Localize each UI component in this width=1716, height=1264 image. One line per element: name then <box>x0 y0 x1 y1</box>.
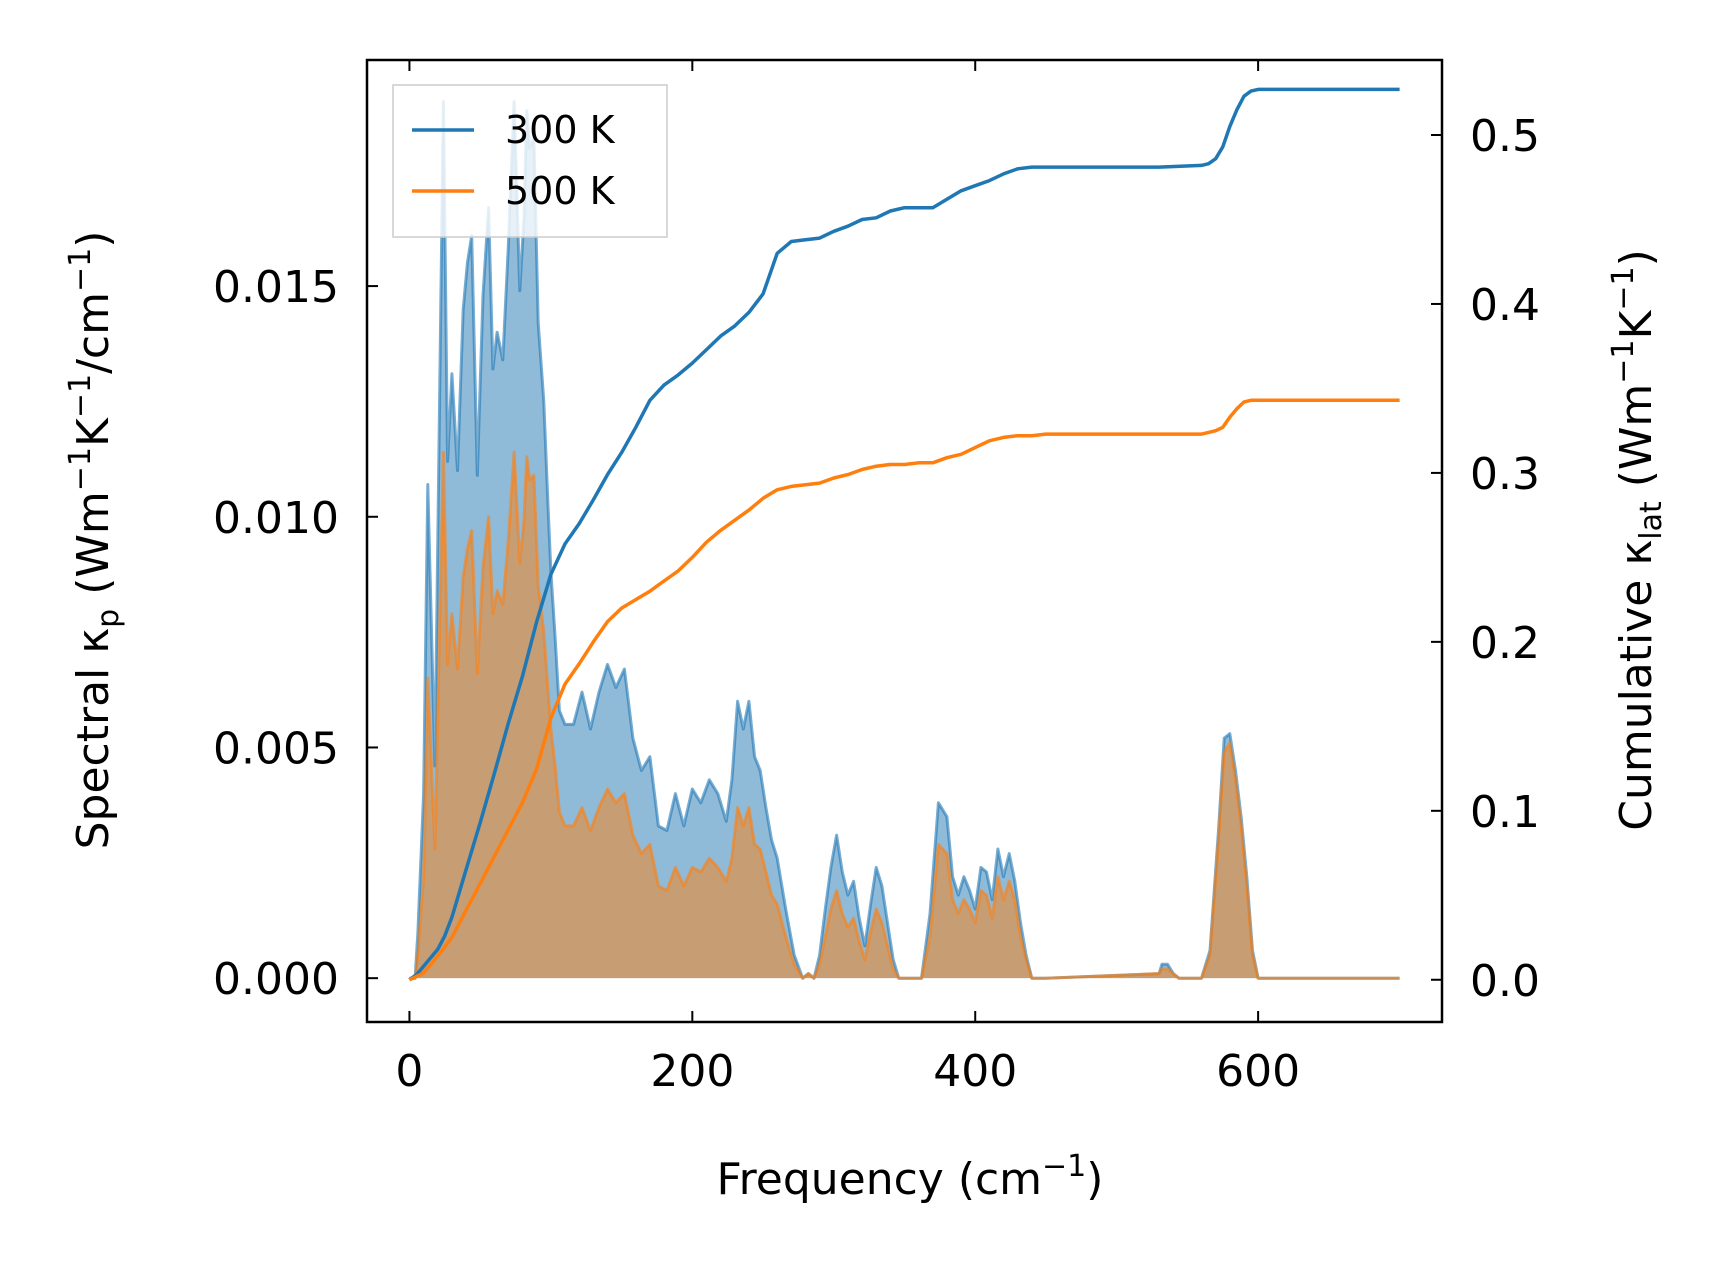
y-right-tick-label: 0.2 <box>1470 618 1540 669</box>
y-right-tick-label: 0.3 <box>1470 449 1540 500</box>
y-right-tick-label: 0.4 <box>1470 280 1540 331</box>
y-left-tick-label: 0.010 <box>213 493 339 544</box>
y-right-tick-label: 0.1 <box>1470 787 1540 838</box>
legend-label-300k: 300 K <box>505 108 616 152</box>
legend-frame <box>392 84 668 238</box>
y-right-tick-label: 0.0 <box>1470 956 1540 1007</box>
legend-label-500k: 500 K <box>505 169 616 213</box>
plot-area <box>408 87 1400 982</box>
x-axis-title: Frequency (cm−1) <box>717 1149 1104 1205</box>
axes: 0 200 400 600 0.000 0.005 0.010 0.015 0.0 0.1 0.2 0… <box>213 58 1540 1097</box>
y-left-tick-label: 0.015 <box>213 262 339 313</box>
cumulative-line-500k <box>408 398 1400 982</box>
y-left-axis-title: Spectral κp (Wm−1K−1/cm−1) <box>63 231 126 850</box>
spectral-area-500k <box>409 452 1400 979</box>
y-left-tick-label: 0.000 <box>213 954 339 1005</box>
x-tick-label: 0 <box>395 1046 423 1097</box>
y-left-tick-label: 0.005 <box>213 723 339 774</box>
x-tick-label: 600 <box>1216 1046 1300 1097</box>
axes-frame <box>365 58 1444 1024</box>
spectral-line-500k <box>409 450 1400 980</box>
y-right-tick-label: 0.5 <box>1470 111 1540 162</box>
legend: 300 K 500 K <box>392 84 668 238</box>
cumulative-line-300k <box>408 87 1400 982</box>
y-right-axis-title: Cumulative κlat (Wm−1K−1) <box>1606 249 1669 831</box>
x-tick-label: 200 <box>650 1046 734 1097</box>
x-tick-label: 400 <box>933 1046 1017 1097</box>
